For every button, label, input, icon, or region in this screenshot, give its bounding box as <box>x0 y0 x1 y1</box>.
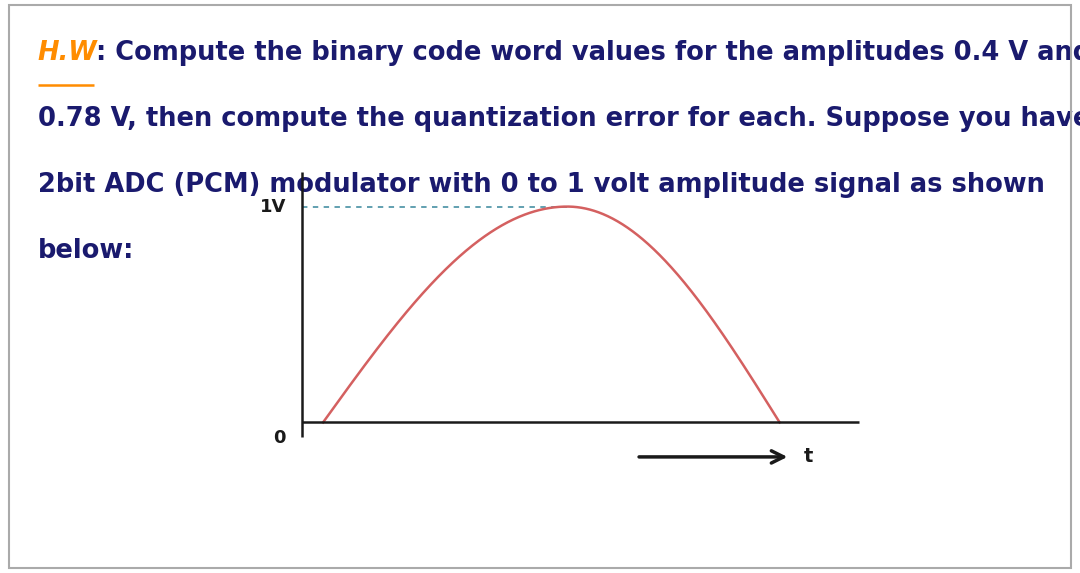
Text: : Compute the binary code word values for the amplitudes 0.4 V and: : Compute the binary code word values fo… <box>96 40 1080 66</box>
Text: H.W: H.W <box>38 40 97 66</box>
Text: t: t <box>804 448 813 466</box>
Text: 2bit ADC (PCM) modulator with 0 to 1 volt amplitude signal as shown: 2bit ADC (PCM) modulator with 0 to 1 vol… <box>38 172 1044 198</box>
Text: below:: below: <box>38 238 134 264</box>
Text: 0: 0 <box>273 429 286 447</box>
Text: 0.78 V, then compute the quantization error for each. Suppose you have a: 0.78 V, then compute the quantization er… <box>38 106 1080 132</box>
Text: 1V: 1V <box>259 198 286 215</box>
